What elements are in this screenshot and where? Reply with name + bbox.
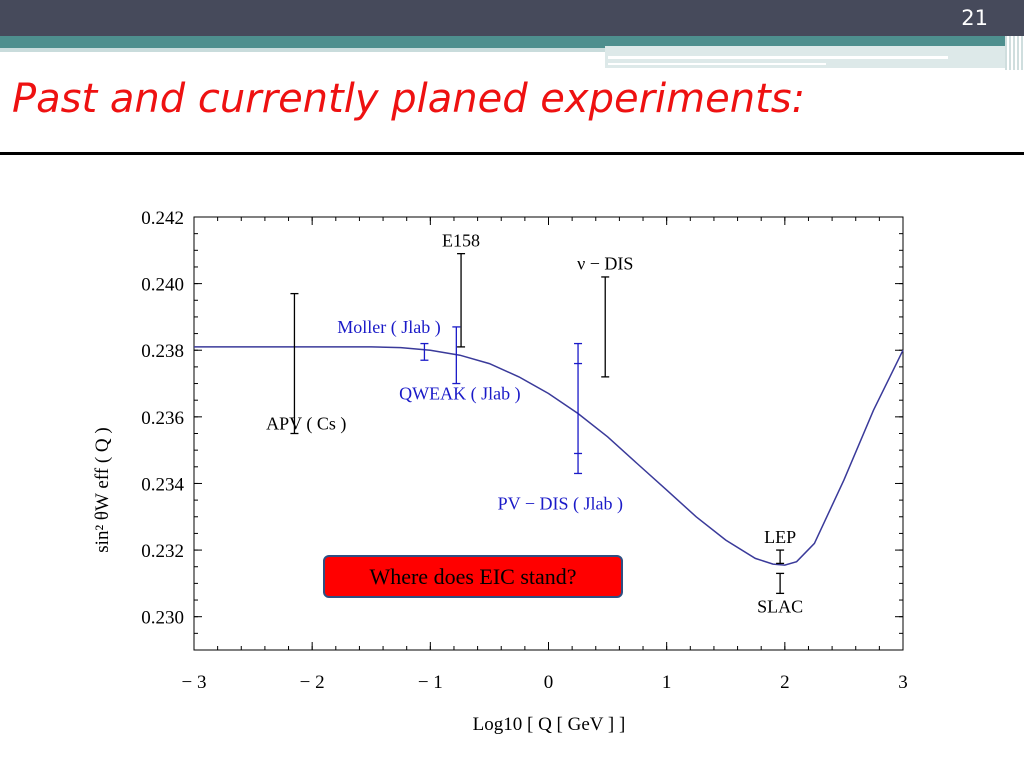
- y-tick-label: 0.230: [141, 608, 184, 629]
- experiment-labels: APV ( Cs ) E158 ν − DIS Moller ( Jlab ) QWEA…: [266, 230, 803, 616]
- x-tick-label: − 3: [182, 672, 207, 693]
- experiment-label: SLAC: [757, 597, 803, 617]
- experiment-label: PV − DIS ( Jlab ): [498, 493, 623, 514]
- y-tick-label: 0.238: [141, 341, 184, 362]
- x-tick-label: 0: [544, 672, 554, 693]
- y-tick-label: 0.240: [141, 275, 184, 296]
- y-axis-label: sin² θW eff ( Q ): [92, 427, 113, 552]
- y-tick-label: 0.242: [141, 208, 184, 229]
- header-decor-line: [608, 63, 826, 65]
- experiment-label: E158: [442, 230, 480, 250]
- x-tick-label: 1: [662, 672, 672, 693]
- experiment-label: LEP: [764, 527, 796, 547]
- x-tick-label: − 1: [418, 672, 443, 693]
- experiment-label: APV ( Cs ): [266, 414, 346, 435]
- header-decor-stripes: [1005, 36, 1024, 70]
- slide-header-bar: [0, 0, 1024, 36]
- experiment-label: QWEAK ( Jlab ): [399, 384, 520, 405]
- slide-number: 21: [961, 6, 988, 30]
- slide-title: Past and currently planed experiments:: [12, 76, 806, 122]
- y-tick-label: 0.234: [141, 474, 184, 495]
- header-decor-line: [608, 56, 948, 59]
- x-tick-label: 2: [780, 672, 790, 693]
- plot-frame: [193, 216, 904, 651]
- header-accent-band: [0, 36, 1024, 48]
- measurement-error-bars: [290, 252, 785, 595]
- title-underline: [0, 152, 1024, 155]
- x-axis-label: Log10 [ Q [ GeV ] ]: [473, 714, 626, 735]
- theory-curve: [194, 346, 904, 566]
- axis-ticks: [193, 216, 904, 651]
- experiment-label: Moller ( Jlab ): [337, 317, 440, 338]
- y-tick-label: 0.232: [141, 541, 184, 562]
- y-tick-labels: 0.230 0.232 0.234 0.236 0.238 0.240 0.242: [141, 208, 184, 629]
- x-tick-labels: − 3 − 2 − 1 0 1 2 3: [182, 672, 908, 693]
- x-tick-label: 3: [898, 672, 908, 693]
- eic-callout: Where does EIC stand?: [323, 555, 623, 598]
- header-accent-line: [0, 48, 605, 52]
- x-tick-label: − 2: [300, 672, 325, 693]
- y-tick-label: 0.236: [141, 408, 184, 429]
- experiment-label: ν − DIS: [577, 254, 633, 274]
